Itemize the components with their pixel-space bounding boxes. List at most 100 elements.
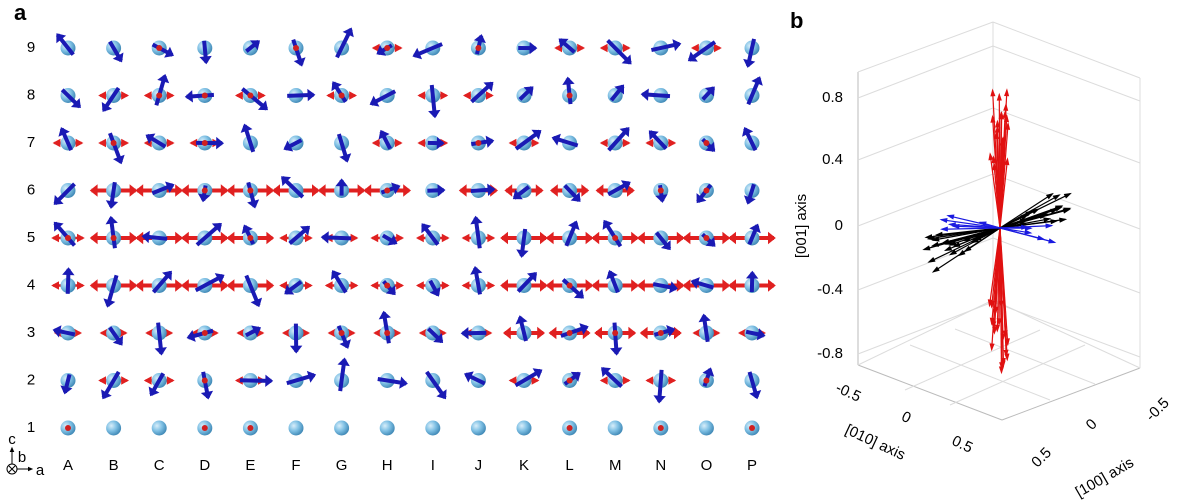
arrow-head: [585, 231, 594, 245]
arrow-head: [241, 224, 253, 235]
site: [742, 126, 760, 152]
arrow-head: [293, 57, 306, 67]
arrow-head: [609, 347, 623, 356]
arrow-head: [251, 325, 262, 337]
arrow-head: [591, 231, 600, 245]
arrow-head: [101, 389, 112, 400]
box-line: [857, 45, 994, 99]
arrow-head: [220, 231, 229, 245]
arrow-head: [305, 233, 313, 243]
arrow-head: [302, 328, 310, 338]
site: [370, 278, 404, 296]
arrow-head: [722, 231, 731, 245]
site: [744, 420, 760, 436]
site: [282, 323, 310, 354]
arrow-head: [550, 184, 558, 197]
site: [607, 420, 623, 436]
site: [458, 183, 498, 198]
site: [692, 313, 721, 343]
arrow-head: [417, 138, 426, 148]
arrow-head: [77, 233, 85, 243]
arrow-head: [369, 95, 380, 107]
arrow-head: [470, 266, 483, 275]
arrow-head: [266, 279, 275, 292]
arrow-head: [728, 231, 736, 245]
arrow-head: [166, 138, 175, 148]
arrow-shaft: [992, 157, 1001, 229]
arrow-shaft: [999, 208, 1039, 229]
arrow-head: [756, 328, 766, 341]
y-axis-label: [010] axis: [843, 421, 908, 464]
arrow-head: [458, 184, 467, 197]
site: [562, 371, 581, 388]
arrow-head: [619, 127, 630, 138]
arrow-head: [943, 245, 953, 251]
site: [89, 215, 138, 249]
arrow-head: [620, 180, 631, 192]
arrow-head: [545, 231, 554, 245]
arrow-head: [370, 281, 379, 290]
site: [197, 40, 213, 65]
arrow-head: [226, 231, 235, 245]
column-label: M: [609, 457, 622, 474]
box-line: [857, 107, 994, 161]
site: [189, 135, 225, 151]
arrow-head: [89, 231, 98, 245]
arrow-head: [378, 310, 391, 320]
arrow-head: [749, 223, 761, 234]
site: [696, 183, 714, 204]
red-dot: [110, 235, 117, 241]
site: [226, 224, 275, 246]
arrow-head: [991, 155, 997, 164]
site: [363, 182, 411, 198]
arrow-head: [305, 281, 313, 290]
row-label: 6: [27, 181, 35, 198]
arrow-head: [385, 285, 396, 296]
panel-a: A B C D E F G H I J K L M N O P 1 2 3 4 5 6 7 8 9 cba: [6, 27, 776, 479]
arrow-head: [279, 281, 287, 290]
arrow-head: [570, 371, 581, 382]
arrow-head: [363, 184, 372, 197]
arrow-head: [441, 233, 450, 243]
arrow-head: [660, 240, 671, 251]
site: [186, 325, 219, 342]
arrow-head: [714, 43, 722, 53]
box-line: [904, 329, 1041, 391]
arrow-head: [702, 367, 715, 377]
site: [698, 420, 714, 436]
arrow-head: [728, 279, 736, 292]
site: [197, 420, 213, 436]
box-line: [992, 237, 1141, 294]
arrow-head: [503, 326, 511, 340]
arrow-head: [1003, 349, 1009, 358]
atom: [106, 420, 122, 436]
arrow-head: [9, 446, 15, 452]
arrow-head: [996, 92, 1002, 101]
column-label: O: [701, 457, 713, 474]
arrow-head: [376, 45, 387, 56]
red-dot: [338, 92, 345, 99]
arrow-head: [464, 371, 474, 383]
arrow-head: [537, 326, 545, 340]
z-axis-label: [001] axis: [793, 194, 810, 258]
arrow-head: [722, 279, 731, 292]
arrow-head: [105, 200, 119, 209]
row-label: 2: [27, 371, 35, 388]
atom: [470, 420, 486, 436]
site: [286, 370, 317, 388]
site: [334, 133, 352, 163]
site: [98, 86, 129, 112]
arrow-head: [258, 91, 266, 100]
arrow-head: [1063, 192, 1072, 199]
arrow-head: [279, 233, 287, 243]
arrow-head: [165, 328, 174, 338]
arrow-head: [516, 249, 529, 258]
arrow-head: [250, 40, 260, 51]
arrow-head: [1024, 229, 1033, 235]
arrow-head: [585, 279, 594, 292]
arrow-head: [429, 286, 441, 297]
site: [698, 86, 716, 103]
arrow-head: [145, 328, 153, 338]
arrow-head: [990, 114, 996, 123]
box-line: [949, 344, 1086, 406]
